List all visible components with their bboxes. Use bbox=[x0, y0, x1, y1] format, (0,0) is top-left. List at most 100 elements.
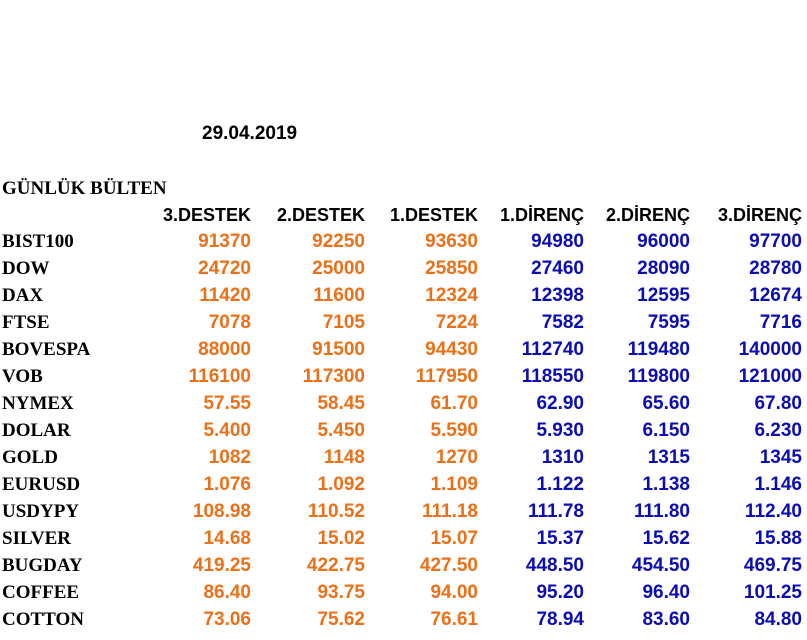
support-value: 7224 bbox=[435, 312, 478, 333]
support-value: 88000 bbox=[198, 339, 251, 360]
table-row: DOW 24720 25000 25850 27460 28090 28780 bbox=[0, 256, 807, 283]
support-value: 12324 bbox=[425, 285, 478, 306]
column-header-row: 3.DESTEK 2.DESTEK 1.DESTEK 1.DİRENÇ 2.Dİ… bbox=[0, 205, 807, 227]
resistance-value: 96000 bbox=[637, 231, 690, 252]
support-value: 25000 bbox=[312, 258, 365, 279]
resistance-value: 62.90 bbox=[536, 393, 584, 414]
support-value: 11600 bbox=[313, 285, 365, 306]
resistance-value: 6.150 bbox=[642, 420, 690, 441]
table-row: DAX 11420 11600 12324 12398 12595 12674 bbox=[0, 283, 807, 310]
support-value: 24720 bbox=[198, 258, 251, 279]
resistance-value: 94980 bbox=[531, 231, 584, 252]
table-row: SILVER 14.68 15.02 15.07 15.37 15.62 15.88 bbox=[0, 526, 807, 553]
resistance-value: 12595 bbox=[637, 285, 690, 306]
support-value: 427.50 bbox=[419, 555, 478, 576]
support-value: 1270 bbox=[435, 447, 478, 468]
support-value: 1082 bbox=[208, 447, 251, 468]
resistance-value: 121000 bbox=[738, 366, 802, 387]
table-row: EURUSD 1.076 1.092 1.109 1.122 1.138 1.146 bbox=[0, 472, 807, 499]
resistance-value: 97700 bbox=[749, 231, 802, 252]
resistance-value: 111.80 bbox=[633, 501, 690, 522]
bulletin-table-body: BIST100 91370 92250 93630 94980 96000 97700 DOW… bbox=[0, 229, 807, 634]
resistance-value: 119800 bbox=[627, 366, 690, 387]
instrument-name: DOLAR bbox=[2, 420, 71, 441]
table-row: COTTON 73.06 75.62 76.61 78.94 83.60 84.80 bbox=[0, 607, 807, 634]
instrument-name: EURUSD bbox=[2, 474, 81, 495]
resistance-value: 28090 bbox=[637, 258, 690, 279]
support-value: 5.590 bbox=[430, 420, 478, 441]
resistance-value: 67.80 bbox=[754, 393, 802, 414]
resistance-value: 1315 bbox=[647, 447, 690, 468]
table-row: BUGDAY 419.25 422.75 427.50 448.50 454.50 469.… bbox=[0, 553, 807, 580]
support-value: 117950 bbox=[415, 366, 478, 387]
table-row: FTSE 7078 7105 7224 7582 7595 7716 bbox=[0, 310, 807, 337]
support-value: 1.092 bbox=[317, 474, 365, 495]
resistance-value: 1310 bbox=[541, 447, 584, 468]
support-value: 11420 bbox=[199, 285, 251, 306]
support-value: 25850 bbox=[425, 258, 478, 279]
resistance-value: 96.40 bbox=[642, 582, 690, 603]
resistance-value: 119480 bbox=[627, 339, 690, 360]
table-row: VOB 116100 117300 117950 118550 119800 121000 bbox=[0, 364, 807, 391]
resistance-value: 15.37 bbox=[536, 528, 584, 549]
support-value: 93.75 bbox=[317, 582, 365, 603]
support-value: 15.02 bbox=[317, 528, 365, 549]
support-value: 94430 bbox=[425, 339, 478, 360]
resistance-value: 112.40 bbox=[744, 501, 802, 522]
instrument-name: SILVER bbox=[2, 528, 72, 549]
support-value: 75.62 bbox=[317, 609, 365, 630]
instrument-name: VOB bbox=[2, 366, 43, 387]
resistance-value: 5.930 bbox=[536, 420, 584, 441]
instrument-name: BOVESPA bbox=[2, 339, 91, 360]
support-value: 15.07 bbox=[430, 528, 478, 549]
table-row: BOVESPA 88000 91500 94430 112740 119480 140000 bbox=[0, 337, 807, 364]
support-value: 117300 bbox=[302, 366, 365, 387]
support-value: 58.45 bbox=[317, 393, 365, 414]
resistance-value: 27460 bbox=[531, 258, 584, 279]
support-value: 111.18 bbox=[421, 501, 478, 522]
column-header-support-2: 2.DESTEK bbox=[276, 205, 365, 225]
support-value: 86.40 bbox=[203, 582, 251, 603]
column-header-support-3: 3.DESTEK bbox=[162, 205, 251, 225]
support-value: 1.076 bbox=[203, 474, 251, 495]
support-value: 91500 bbox=[312, 339, 365, 360]
support-value: 419.25 bbox=[192, 555, 251, 576]
resistance-value: 7595 bbox=[647, 312, 690, 333]
support-value: 7078 bbox=[208, 312, 251, 333]
support-value: 5.450 bbox=[317, 420, 365, 441]
support-value: 76.61 bbox=[430, 609, 478, 630]
table-row: NYMEX 57.55 58.45 61.70 62.90 65.60 67.80 bbox=[0, 391, 807, 418]
support-value: 94.00 bbox=[430, 582, 478, 603]
instrument-name: FTSE bbox=[2, 312, 50, 333]
resistance-value: 95.20 bbox=[536, 582, 584, 603]
resistance-value: 1.146 bbox=[754, 474, 802, 495]
resistance-value: 1.122 bbox=[536, 474, 584, 495]
instrument-name: COTTON bbox=[2, 609, 85, 630]
resistance-value: 12674 bbox=[749, 285, 802, 306]
bulletin-title: GÜNLÜK BÜLTEN bbox=[2, 178, 167, 199]
support-value: 93630 bbox=[425, 231, 478, 252]
instrument-name: BIST100 bbox=[2, 231, 74, 252]
table-row: USDYPY 108.98 110.52 111.18 111.78 111.80 112.… bbox=[0, 499, 807, 526]
resistance-value: 1.138 bbox=[642, 474, 690, 495]
resistance-value: 1345 bbox=[759, 447, 802, 468]
support-value: 1.109 bbox=[430, 474, 478, 495]
resistance-value: 78.94 bbox=[536, 609, 584, 630]
support-value: 61.70 bbox=[430, 393, 478, 414]
support-value: 14.68 bbox=[203, 528, 251, 549]
support-value: 57.55 bbox=[203, 393, 251, 414]
bulletin-date: 29.04.2019 bbox=[202, 123, 298, 144]
table-row: DOLAR 5.400 5.450 5.590 5.930 6.150 6.230 bbox=[0, 418, 807, 445]
resistance-value: 6.230 bbox=[754, 420, 802, 441]
resistance-value: 15.88 bbox=[754, 528, 802, 549]
support-value: 91370 bbox=[198, 231, 251, 252]
table-row: GOLD 1082 1148 1270 1310 1315 1345 bbox=[0, 445, 807, 472]
column-header-support-1: 1.DESTEK bbox=[389, 205, 478, 225]
support-value: 92250 bbox=[312, 231, 365, 252]
resistance-value: 118550 bbox=[521, 366, 584, 387]
instrument-name: GOLD bbox=[2, 447, 58, 468]
resistance-value: 140000 bbox=[738, 339, 802, 360]
table-row: BIST100 91370 92250 93630 94980 96000 97700 bbox=[0, 229, 807, 256]
resistance-value: 15.62 bbox=[642, 528, 690, 549]
resistance-value: 101.25 bbox=[743, 582, 802, 603]
